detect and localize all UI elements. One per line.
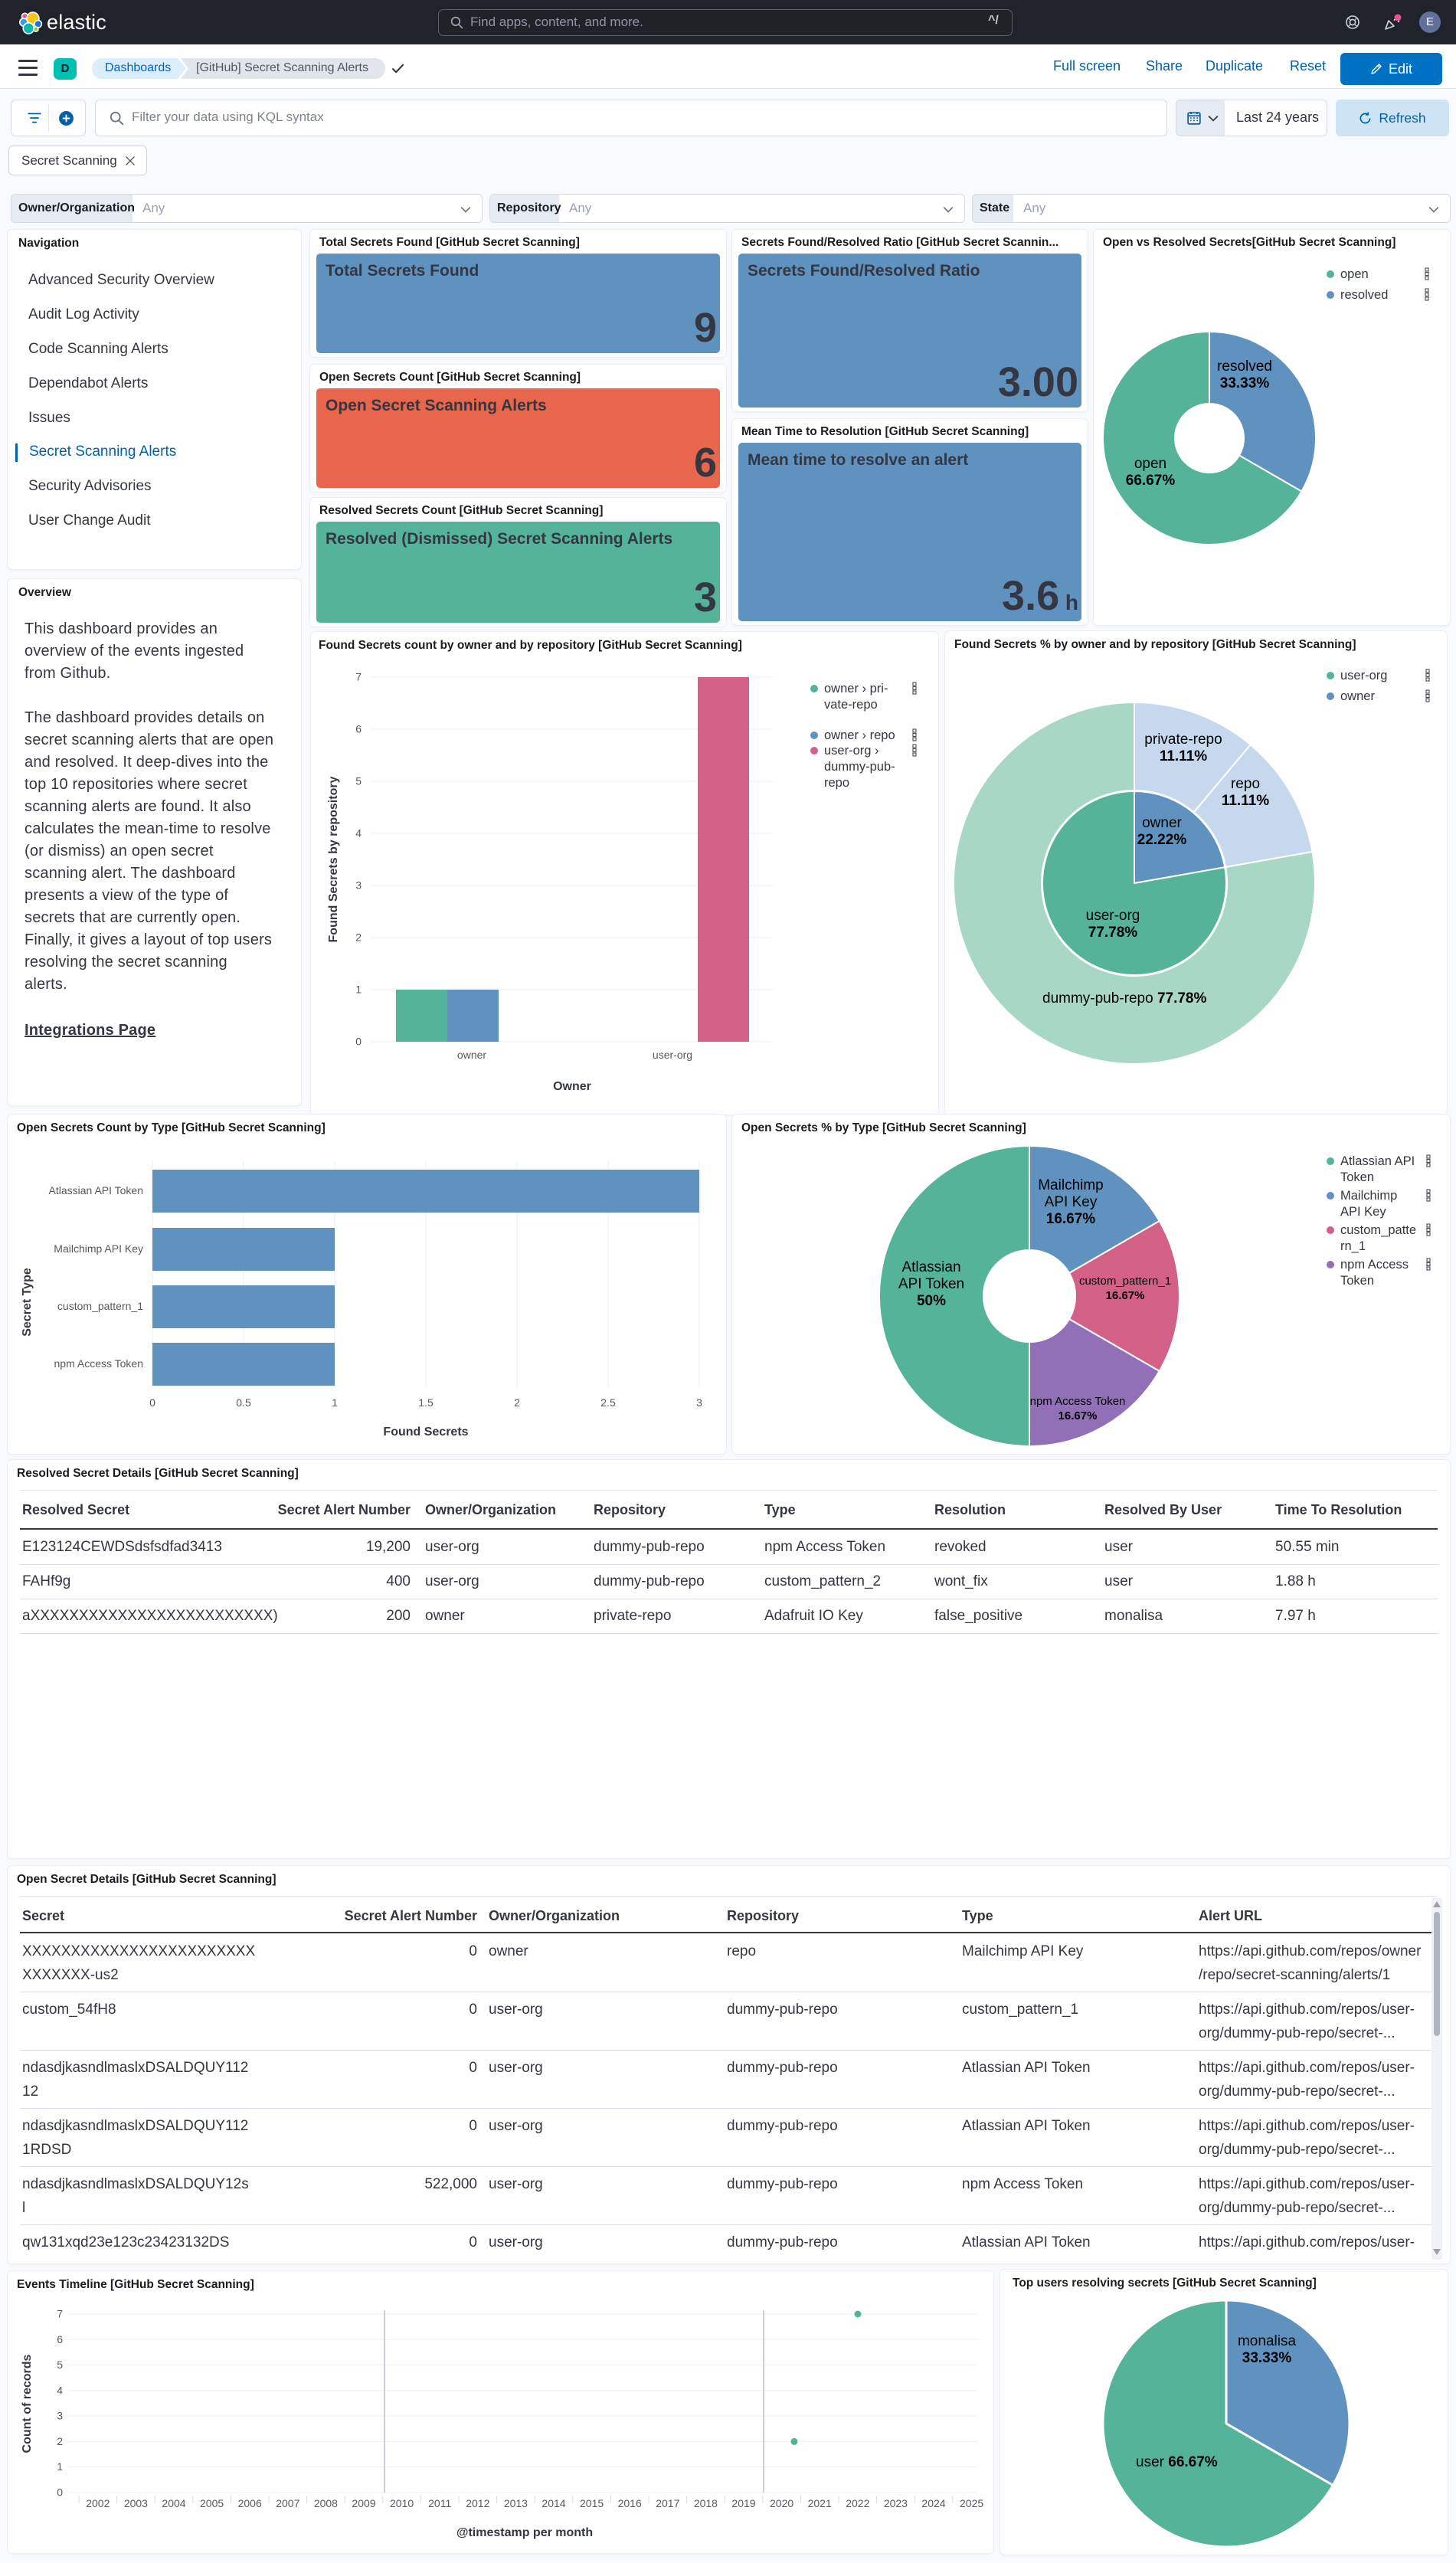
svg-text:0.5: 0.5 <box>236 1396 251 1409</box>
svg-text:Count of records: Count of records <box>21 2354 34 2453</box>
svg-text:2004: 2004 <box>162 2497 185 2509</box>
svg-text:2022: 2022 <box>846 2497 869 2509</box>
svg-text:Secret Type: Secret Type <box>21 1268 34 1337</box>
svg-text:2007: 2007 <box>276 2497 299 2509</box>
svg-text:custom_pattern_1: custom_pattern_1 <box>57 1300 143 1312</box>
svg-text:5: 5 <box>57 2358 63 2371</box>
svg-text:Owner: Owner <box>553 1080 591 1093</box>
svg-text:@timestamp per month: @timestamp per month <box>456 2526 593 2539</box>
svg-text:5: 5 <box>355 775 362 787</box>
svg-text:1: 1 <box>57 2460 63 2473</box>
svg-text:2003: 2003 <box>124 2497 148 2509</box>
svg-text:Atlassian API Token: Atlassian API Token <box>49 1184 143 1196</box>
svg-text:Found Secrets by repository: Found Secrets by repository <box>327 776 340 942</box>
svg-text:2005: 2005 <box>200 2497 224 2509</box>
svg-text:1: 1 <box>355 984 362 996</box>
svg-text:2: 2 <box>355 931 362 944</box>
svg-text:2025: 2025 <box>960 2497 983 2509</box>
svg-text:1: 1 <box>332 1396 338 1409</box>
svg-text:2015: 2015 <box>580 2497 604 2509</box>
svg-text:2009: 2009 <box>352 2497 375 2509</box>
svg-text:1.5: 1.5 <box>418 1396 434 1409</box>
svg-text:2006: 2006 <box>238 2497 262 2509</box>
svg-text:2021: 2021 <box>808 2497 832 2509</box>
svg-text:6: 6 <box>355 723 362 735</box>
svg-text:0: 0 <box>57 2486 63 2499</box>
svg-text:2011: 2011 <box>428 2497 451 2509</box>
svg-text:2.5: 2.5 <box>600 1396 616 1409</box>
svg-text:Found Secrets: Found Secrets <box>383 1426 468 1439</box>
svg-text:2014: 2014 <box>542 2497 565 2509</box>
svg-text:Mailchimp API Key: Mailchimp API Key <box>54 1242 143 1255</box>
svg-text:4: 4 <box>355 827 362 840</box>
svg-text:2024: 2024 <box>921 2497 945 2509</box>
svg-text:2: 2 <box>57 2435 63 2447</box>
svg-text:user-org: user-org <box>653 1049 692 1061</box>
svg-text:2012: 2012 <box>466 2497 489 2509</box>
svg-text:2019: 2019 <box>731 2497 755 2509</box>
svg-text:0: 0 <box>149 1396 155 1409</box>
svg-text:7: 7 <box>57 2308 63 2320</box>
svg-text:2017: 2017 <box>656 2497 679 2509</box>
svg-text:2: 2 <box>514 1396 520 1409</box>
svg-text:2023: 2023 <box>884 2497 908 2509</box>
svg-text:2018: 2018 <box>694 2497 718 2509</box>
svg-text:3: 3 <box>355 879 362 892</box>
svg-text:6: 6 <box>57 2333 63 2345</box>
svg-text:3: 3 <box>57 2410 63 2422</box>
svg-text:7: 7 <box>355 671 362 683</box>
svg-text:2002: 2002 <box>86 2497 110 2509</box>
svg-text:4: 4 <box>57 2384 63 2396</box>
svg-text:2020: 2020 <box>770 2497 793 2509</box>
svg-text:2016: 2016 <box>618 2497 642 2509</box>
svg-text:2010: 2010 <box>390 2497 414 2509</box>
svg-text:npm Access Token: npm Access Token <box>54 1357 143 1370</box>
svg-text:2013: 2013 <box>504 2497 528 2509</box>
svg-text:0: 0 <box>355 1036 362 1048</box>
svg-text:owner: owner <box>457 1049 486 1061</box>
svg-text:3: 3 <box>696 1396 702 1409</box>
svg-text:2008: 2008 <box>314 2497 338 2509</box>
